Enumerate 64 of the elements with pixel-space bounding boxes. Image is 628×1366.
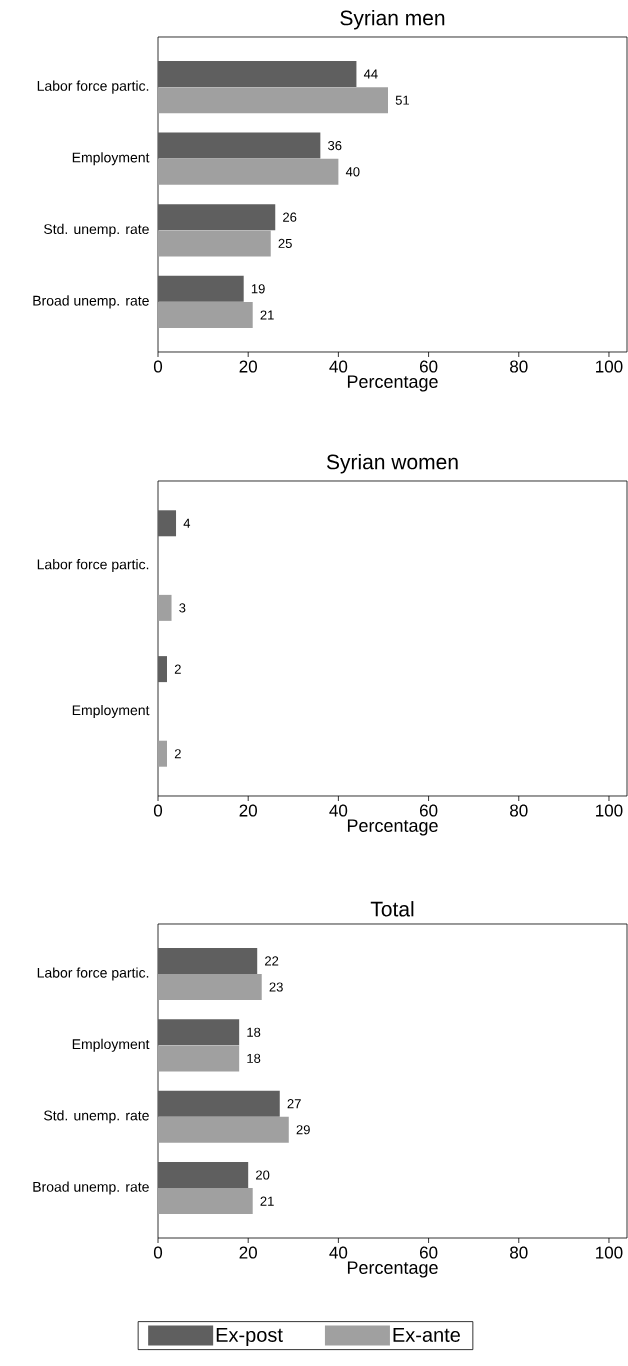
data-label: 25	[278, 238, 292, 248]
x-tick-label: 20	[239, 804, 257, 817]
y-tick-label: Employment	[72, 1038, 150, 1052]
data-label: 2	[174, 749, 181, 759]
data-label: 44	[363, 69, 378, 79]
y-tick-label: Broad unemp. rate	[33, 1181, 149, 1195]
data-label: 36	[328, 140, 342, 151]
x-tick-label: 60	[419, 360, 438, 373]
data-label: 19	[251, 284, 265, 294]
x-tick-label: 40	[329, 360, 348, 373]
y-tick-label: Std. unemp. rate	[44, 223, 149, 237]
x-tick-label: 80	[510, 804, 528, 817]
data-label: 20	[256, 1170, 270, 1180]
x-tick-label: 100	[596, 1246, 623, 1259]
y-tick-label: Std. unemp. rate	[44, 1110, 149, 1124]
bar	[158, 132, 321, 159]
data-label: 51	[395, 95, 410, 105]
data-label: 3	[179, 603, 186, 613]
x-tick-label: 0	[153, 804, 163, 817]
x-axis-title: Percentage	[347, 375, 438, 392]
bar	[158, 230, 271, 257]
data-label: 21	[260, 1196, 274, 1206]
chart-title: Syrian women	[326, 453, 458, 474]
bar	[158, 301, 253, 328]
y-tick-label: Employment	[72, 152, 150, 166]
data-label: 27	[287, 1099, 301, 1109]
y-tick-label: Employment	[72, 704, 150, 718]
y-tick-label: Labor force partic.	[37, 967, 149, 981]
x-tick-label: 20	[239, 1246, 257, 1259]
x-tick-label: 60	[419, 804, 438, 817]
bar	[158, 87, 388, 114]
x-tick-label: 60	[419, 1246, 438, 1259]
data-label: 22	[265, 956, 279, 966]
chart-title: Total	[370, 901, 414, 917]
y-tick-label: Broad unemp. rate	[33, 295, 149, 309]
y-tick-label: Labor force partic.	[37, 559, 149, 573]
bar	[158, 275, 244, 302]
x-tick-label: 80	[510, 1246, 528, 1259]
x-tick-label: 40	[329, 1246, 348, 1259]
bar	[158, 204, 276, 231]
bar	[158, 61, 357, 87]
data-label: 21	[260, 310, 274, 320]
data-label: 4	[183, 518, 191, 528]
data-label: 23	[269, 982, 283, 992]
data-label: 18	[247, 1053, 261, 1063]
y-tick-label: Labor force partic.	[37, 80, 149, 94]
x-tick-label: 20	[239, 360, 257, 373]
x-axis-title: Percentage	[347, 1261, 438, 1278]
data-label: 18	[247, 1027, 261, 1037]
legend-label: Ex-post	[216, 1327, 283, 1346]
x-tick-label: 0	[153, 1246, 163, 1259]
data-label: 26	[283, 212, 297, 222]
chart-title: Syrian men	[340, 9, 445, 30]
x-tick-label: 40	[329, 804, 348, 817]
data-label: 29	[296, 1125, 310, 1135]
bar	[158, 158, 339, 185]
x-axis-title: Percentage	[347, 819, 438, 836]
x-tick-label: 0	[153, 360, 163, 373]
data-label: 40	[345, 167, 360, 177]
x-tick-label: 100	[596, 804, 623, 817]
x-tick-label: 100	[596, 360, 623, 373]
x-tick-label: 80	[510, 360, 528, 373]
legend-label: Ex-ante	[393, 1327, 460, 1342]
data-label: 2	[174, 664, 181, 674]
